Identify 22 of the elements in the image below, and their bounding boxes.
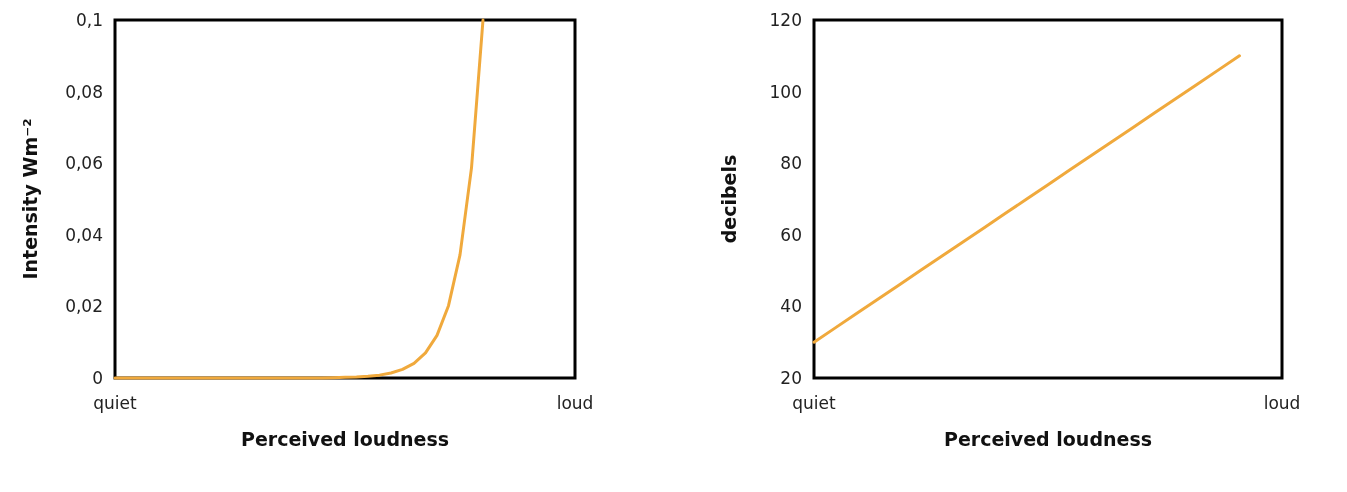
y-tick-label: 40 — [780, 296, 802, 317]
x-tick-label: quiet — [792, 392, 837, 413]
y-tick-label: 0,08 — [65, 81, 103, 102]
y-tick-label: 0,06 — [65, 153, 103, 174]
x-axis-title: Perceived loudness — [240, 428, 450, 450]
y-tick-label: 20 — [780, 368, 802, 388]
y-tick-label: 100 — [769, 81, 802, 102]
x-axis-title: Perceived loudness — [943, 428, 1153, 450]
y-tick-label: 60 — [780, 224, 802, 245]
y-axis-title: decibels — [717, 154, 740, 244]
y-tick-label: 0,04 — [65, 224, 103, 245]
y-tick-label: 0 — [92, 368, 103, 388]
y-tick-label: 120 — [769, 10, 802, 30]
line-series — [113, 18, 485, 380]
line-series — [812, 54, 1241, 344]
y-tick-label: 80 — [780, 153, 802, 174]
x-tick-label: loud — [1263, 392, 1301, 413]
y-axis-title: Intensity Wm⁻² — [18, 118, 41, 280]
x-tick-label: quiet — [93, 392, 138, 413]
y-tick-label: 0,1 — [75, 10, 103, 30]
y-tick-label: 0,02 — [65, 296, 103, 317]
x-tick-label: loud — [556, 392, 594, 413]
